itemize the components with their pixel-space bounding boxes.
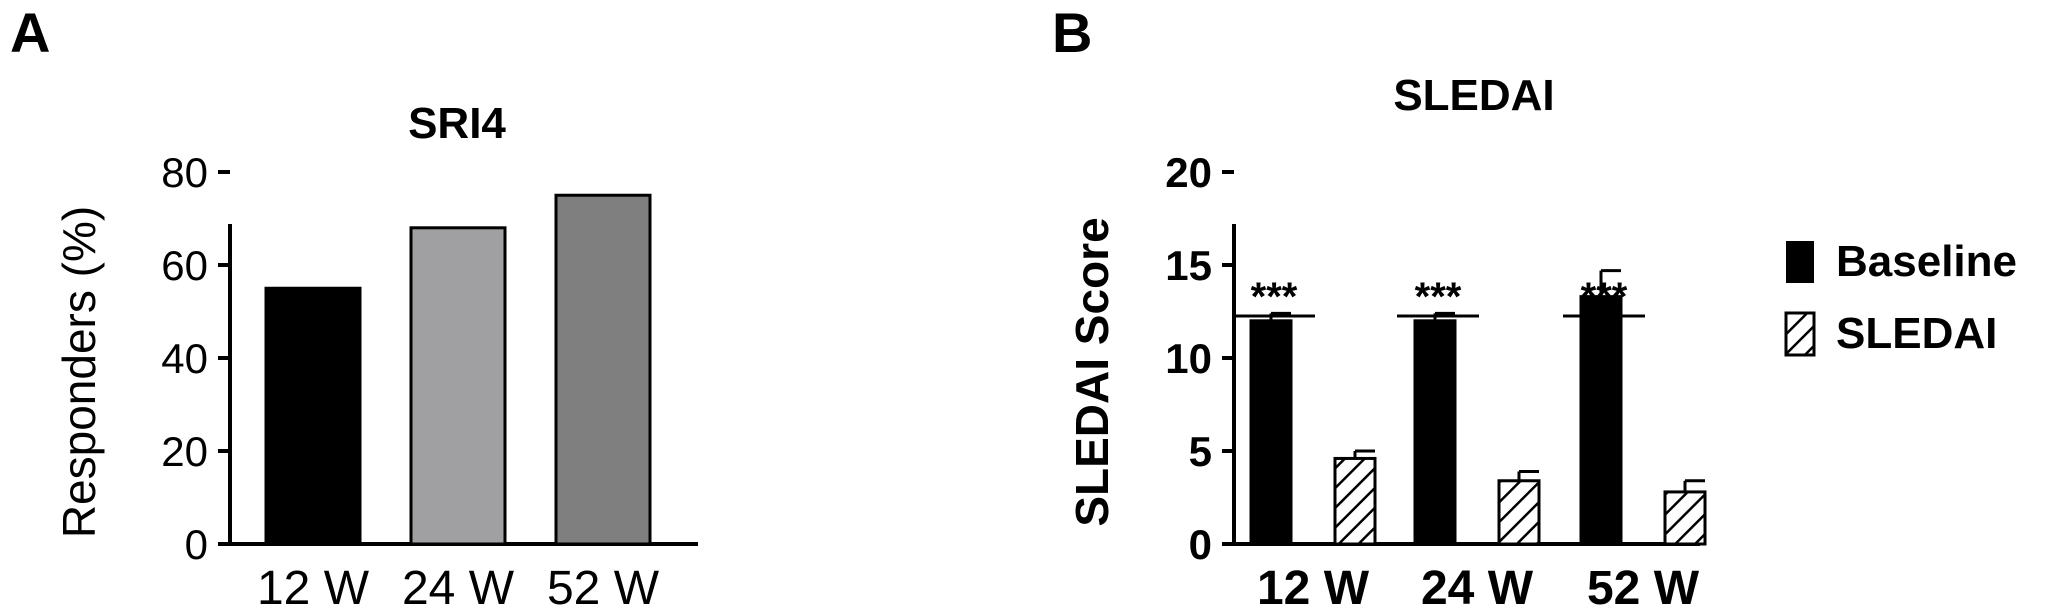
panel-a-y-tick-label: 0	[185, 521, 208, 568]
panel-b-significance-label: ***	[1415, 275, 1462, 319]
panel-a-y-ticks: 0 20 40 60 80	[161, 149, 230, 568]
panel-a-title: SRI4	[408, 99, 506, 148]
panel-b-y-tick-label: 15	[1165, 242, 1212, 289]
panel-a-x-tick-label: 24 W	[402, 562, 515, 614]
panel-b-x-tick-label: 12 W	[1257, 562, 1370, 614]
panel-b-x-tick-label: 52 W	[1587, 562, 1700, 614]
panel-b-significance-label: ***	[1251, 275, 1298, 319]
panel-a-y-tick-label: 60	[161, 242, 208, 289]
panel-b-bar-sledai	[1333, 456, 1377, 546]
panel-a-x-tick-label: 52 W	[547, 562, 660, 614]
panel-b-y-tick-label: 20	[1165, 149, 1212, 196]
panel-b-title: SLEDAI	[1393, 71, 1554, 120]
panel-a-bars	[264, 193, 652, 546]
panel-b-x-ticks: 12 W 24 W 52 W	[1257, 562, 1700, 614]
panel-a-y-tick-label: 80	[161, 149, 208, 196]
legend-swatch-baseline	[1786, 241, 1814, 283]
legend-swatch-sledai	[1784, 311, 1816, 357]
panel-b-y-axis-label: SLEDAI Score	[1066, 217, 1118, 526]
panel-b-bar-sledai	[1497, 479, 1541, 546]
panel-b-bar-baseline	[1249, 319, 1293, 546]
legend: Baseline SLEDAI	[1784, 237, 2017, 358]
panel-b-significance: *** *** ***	[1233, 275, 1645, 319]
panel-b-y-tick-label: 5	[1189, 428, 1212, 475]
panel-a-bar	[409, 226, 507, 546]
panel-a-x-ticks: 12 W 24 W 52 W	[257, 562, 660, 614]
panel-b-y-ticks: 0 5 10 15 20	[1165, 149, 1234, 568]
panel-b-y-tick-label: 10	[1165, 335, 1212, 382]
panel-b-bar-baseline	[1413, 319, 1457, 546]
panel-b-bar-sledai	[1663, 490, 1707, 546]
panel-b-x-tick-label: 24 W	[1421, 562, 1534, 614]
panel-a-bar	[264, 286, 362, 546]
panel-b-significance-label: ***	[1581, 275, 1628, 319]
panel-a-bar	[554, 193, 652, 546]
panel-b-bar-baseline	[1579, 295, 1623, 546]
legend-label-baseline: Baseline	[1836, 237, 2017, 286]
panel-a: A SRI4 Responders (%) 0 20 40 60 80 12 W 24 W…	[10, 1, 698, 614]
panel-b-y-tick-label: 0	[1189, 521, 1212, 568]
panel-a-y-tick-label: 40	[161, 335, 208, 382]
panel-a-y-axis-label: Responders (%)	[53, 206, 105, 538]
panel-a-y-tick-label: 20	[161, 428, 208, 475]
legend-label-sledai: SLEDAI	[1836, 309, 1997, 358]
panel-a-letter: A	[10, 1, 50, 64]
panel-b-bars	[1249, 269, 1707, 546]
panel-b-letter: B	[1052, 1, 1092, 64]
panel-a-x-tick-label: 12 W	[257, 562, 370, 614]
